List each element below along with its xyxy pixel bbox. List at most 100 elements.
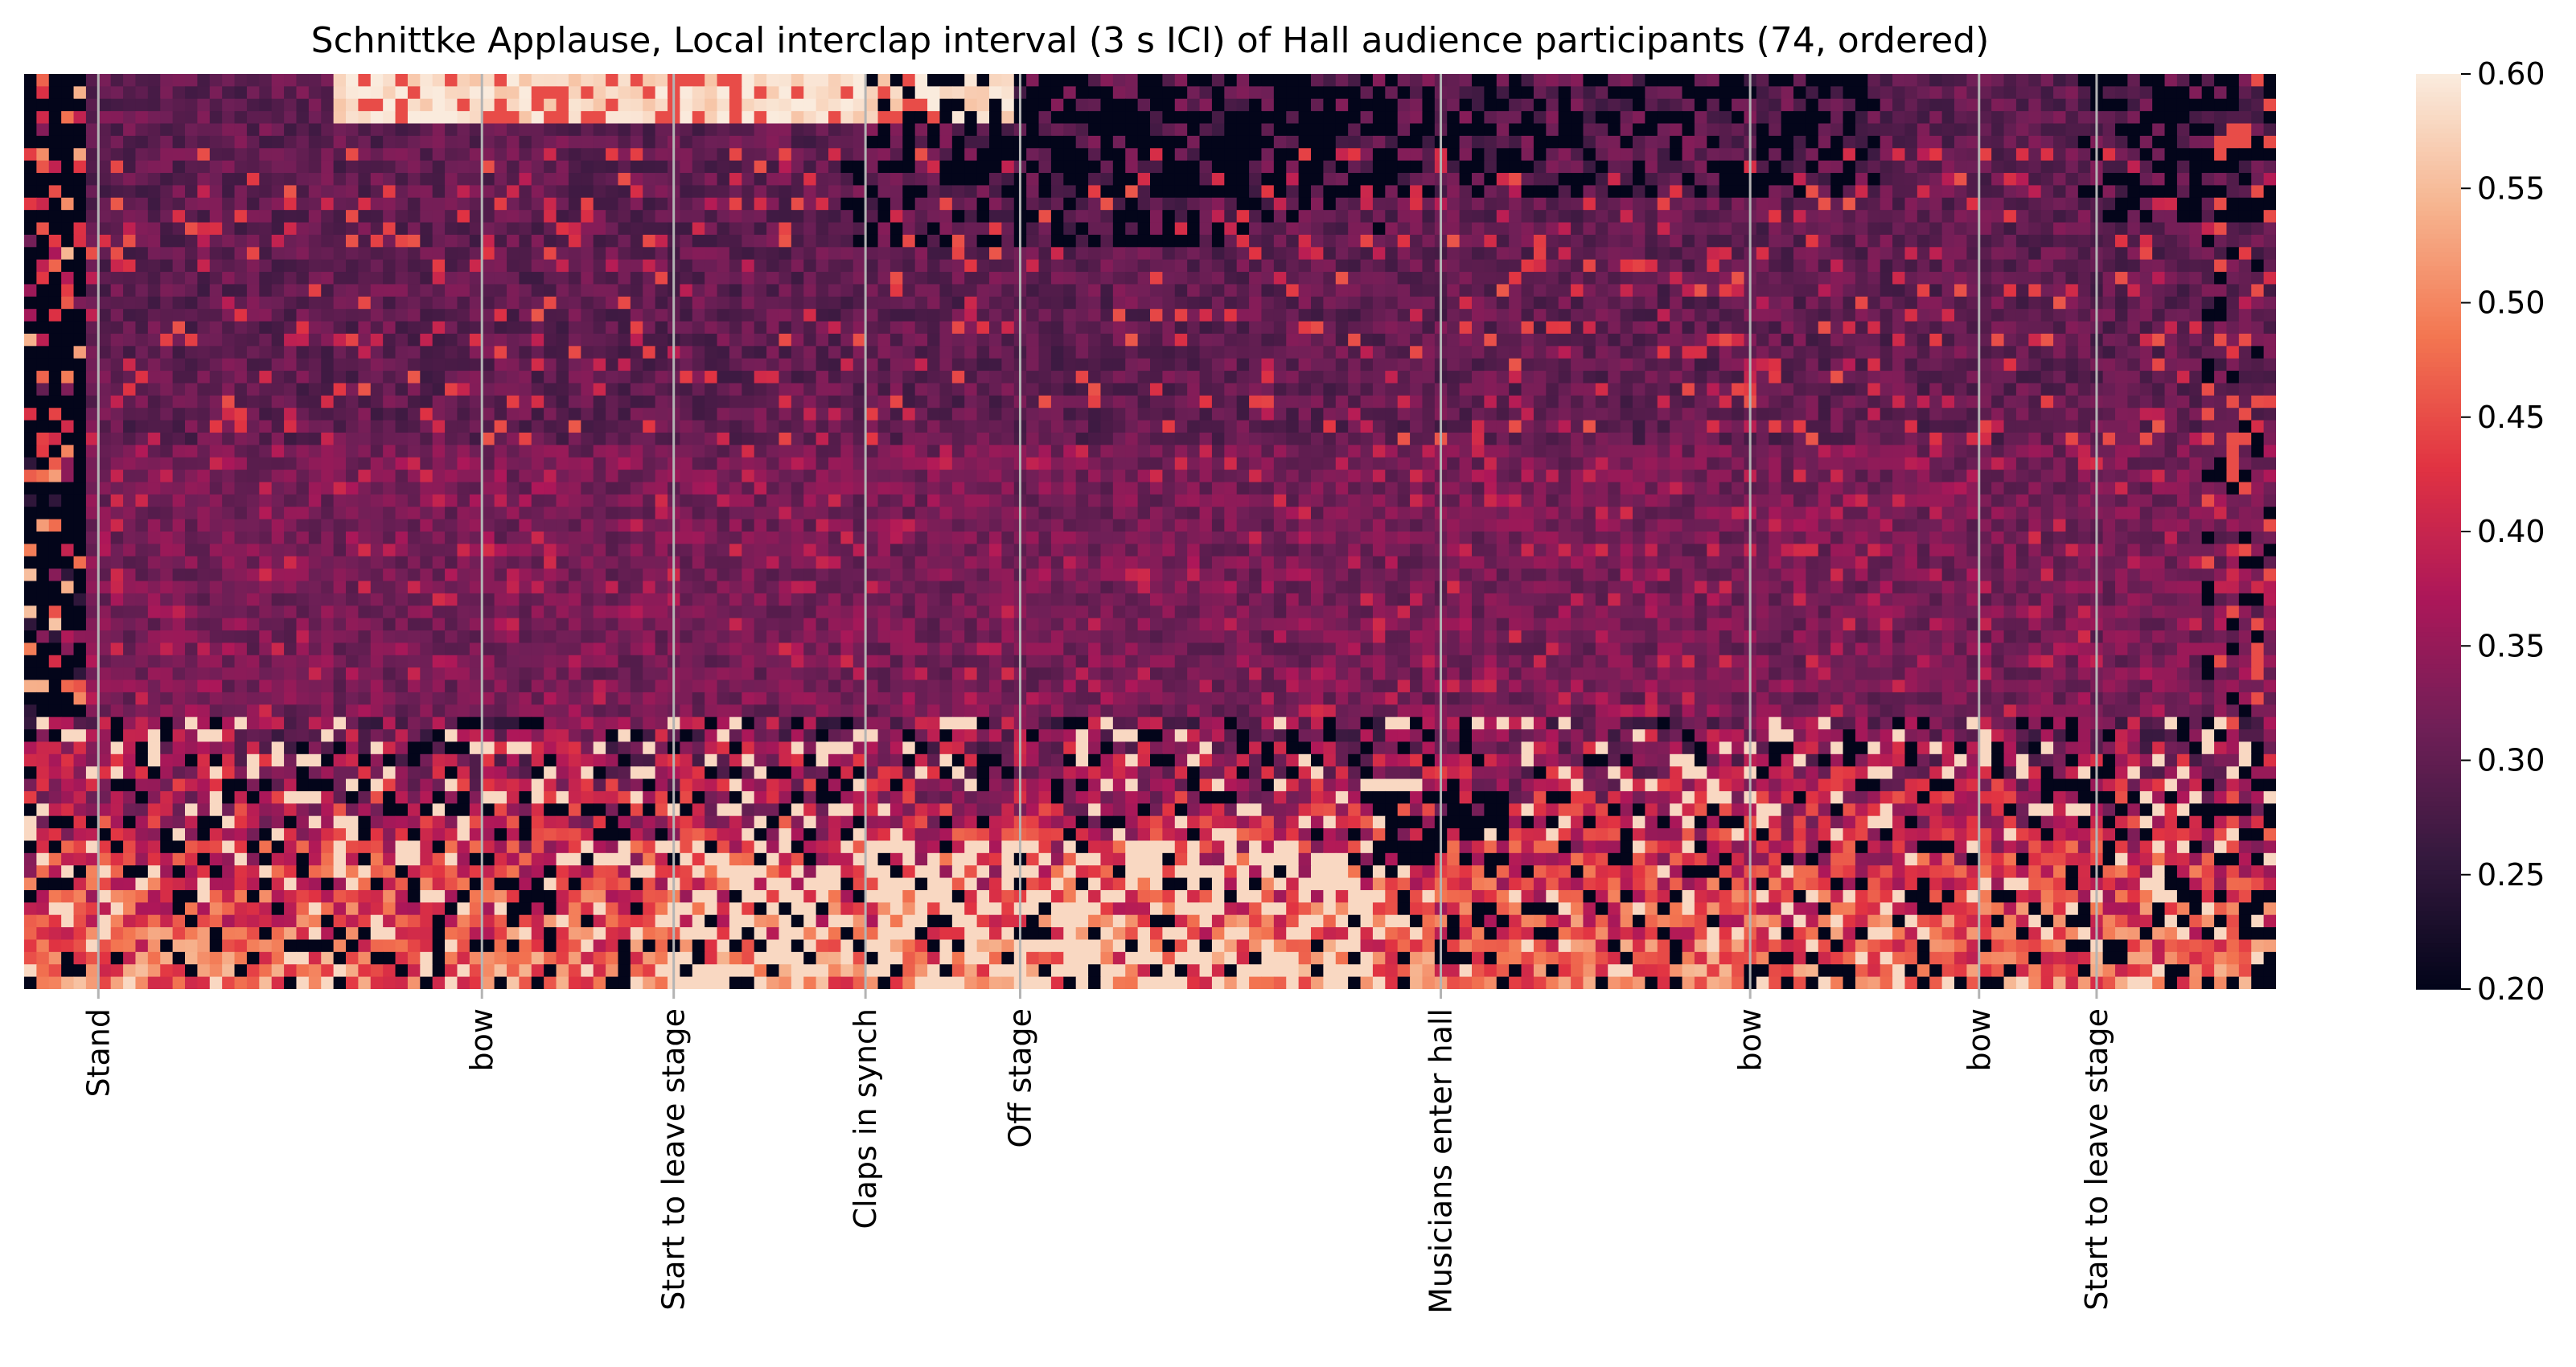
heatmap-cell — [1050, 98, 1064, 112]
heatmap-cell — [1410, 272, 1424, 285]
heatmap-cell — [445, 222, 458, 236]
heatmap-cell — [2152, 135, 2166, 149]
heatmap-cell — [853, 185, 866, 199]
heatmap-cell — [1137, 210, 1151, 224]
heatmap-cell — [1447, 395, 1461, 408]
heatmap-cell — [48, 272, 62, 285]
heatmap-cell — [209, 148, 223, 162]
heatmap-cell — [1224, 272, 1238, 285]
heatmap-cell — [172, 321, 186, 335]
heatmap-cell — [85, 160, 99, 174]
heatmap-cell — [1793, 210, 1806, 224]
heatmap-cell — [1608, 259, 1621, 273]
heatmap-cell — [1311, 259, 1324, 273]
heatmap-cell — [1719, 86, 1732, 100]
heatmap-cell — [73, 98, 87, 112]
heatmap-cell — [1558, 98, 1571, 112]
heatmap-cell — [333, 309, 347, 322]
heatmap-cell — [85, 272, 99, 285]
heatmap-cell — [296, 272, 310, 285]
heatmap-cell — [1892, 185, 1906, 199]
heatmap-cell — [507, 272, 520, 285]
heatmap-cell — [951, 395, 965, 408]
heatmap-cell — [259, 86, 273, 100]
heatmap-cell — [73, 111, 87, 125]
heatmap-cell — [1472, 135, 1485, 149]
heatmap-cell — [803, 234, 817, 248]
heatmap-cell — [1261, 284, 1275, 298]
heatmap-cell — [469, 160, 483, 174]
heatmap-cell — [902, 284, 916, 298]
heatmap-cell — [2127, 210, 2141, 224]
heatmap-cell — [828, 309, 841, 322]
heatmap-cell — [1880, 333, 1893, 347]
heatmap-cell — [1509, 74, 1522, 87]
heatmap-cell — [160, 222, 174, 236]
heatmap-cell — [2077, 197, 2091, 211]
heatmap-cell — [1521, 333, 1535, 347]
heatmap-cell — [1236, 111, 1250, 125]
heatmap-cell — [1484, 234, 1498, 248]
heatmap-cell — [1323, 160, 1337, 174]
heatmap-cell — [383, 185, 396, 199]
heatmap-cell — [1991, 346, 2005, 359]
heatmap-cell — [1459, 135, 1473, 149]
heatmap-cell — [742, 74, 755, 87]
heatmap-cell — [1954, 272, 1967, 285]
heatmap-cell — [1311, 321, 1324, 335]
heatmap-cell — [1966, 74, 1980, 87]
heatmap-cell — [2251, 185, 2265, 199]
heatmap-cell — [1125, 234, 1139, 248]
heatmap-cell — [494, 148, 507, 162]
heatmap-cell — [1150, 247, 1163, 261]
heatmap-cell — [877, 309, 891, 322]
heatmap-cell — [234, 210, 248, 224]
heatmap-cell — [1397, 259, 1411, 273]
heatmap-cell — [2226, 383, 2240, 396]
heatmap-cell — [1174, 111, 1188, 125]
heatmap-cell — [1620, 383, 1633, 396]
heatmap-cell — [865, 160, 879, 174]
heatmap-cell — [889, 111, 903, 125]
heatmap-cell — [1273, 173, 1287, 187]
heatmap-cell — [816, 98, 829, 112]
heatmap-cell — [655, 234, 668, 248]
heatmap-cell — [1496, 86, 1510, 100]
heatmap-cell — [1088, 222, 1102, 236]
heatmap-cell — [1880, 272, 1893, 285]
heatmap-cell — [1211, 259, 1225, 273]
heatmap-cell — [123, 197, 137, 211]
heatmap-cell — [135, 395, 149, 408]
heatmap-cell — [1521, 185, 1535, 199]
heatmap-cell — [865, 383, 879, 396]
heatmap-cell — [1978, 333, 1992, 347]
heatmap-cell — [1781, 74, 1794, 87]
heatmap-cell — [110, 383, 124, 396]
heatmap-cell — [2189, 259, 2203, 273]
heatmap-cell — [1162, 346, 1176, 359]
heatmap-cell — [828, 321, 841, 335]
heatmap-cell — [36, 185, 50, 199]
heatmap-cell — [556, 383, 569, 396]
heatmap-cell — [407, 123, 421, 137]
heatmap-cell — [346, 234, 359, 248]
heatmap-cell — [1670, 185, 1683, 199]
heatmap-cell — [939, 135, 953, 149]
heatmap-cell — [1150, 234, 1163, 248]
heatmap-cell — [2077, 234, 2091, 248]
heatmap-cell — [1236, 383, 1250, 396]
heatmap-cell — [1991, 358, 2005, 372]
heatmap-cell — [1657, 98, 1670, 112]
heatmap-cell — [1273, 160, 1287, 174]
heatmap-cell — [1125, 123, 1139, 137]
heatmap-cell — [296, 408, 310, 421]
heatmap-cell — [1917, 272, 1930, 285]
heatmap-cell — [1732, 247, 1745, 261]
heatmap-cell — [296, 160, 310, 174]
heatmap-cell — [246, 86, 260, 100]
heatmap-cell — [2201, 74, 2215, 87]
heatmap-cell — [296, 259, 310, 273]
heatmap-cell — [1459, 259, 1473, 273]
heatmap-cell — [1236, 371, 1250, 384]
heatmap-cell — [395, 333, 409, 347]
